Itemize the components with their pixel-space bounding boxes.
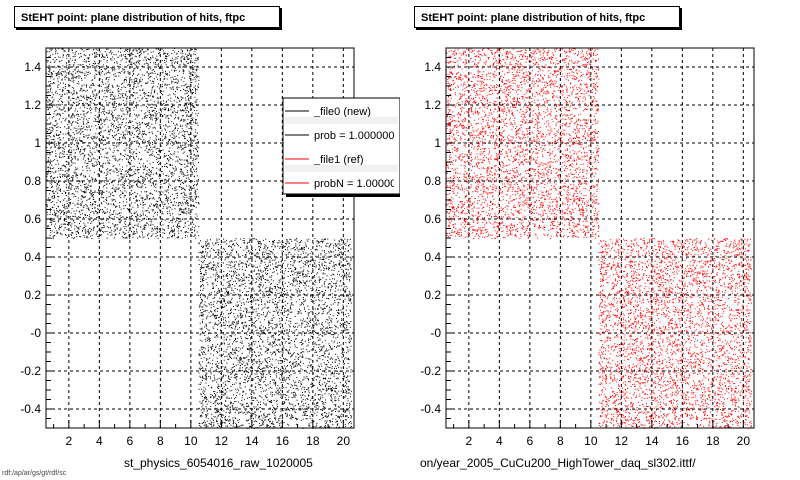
- y-tick-label: 1: [34, 136, 41, 150]
- y-axis: -0.4 -0.2 -0 0.2 0.4 0.6 0.8 1 1.2 1.4: [420, 57, 455, 429]
- y-tick-label: 1.2: [424, 98, 441, 112]
- legend-entry: probN = 1.000000: [314, 178, 400, 190]
- x-tick-label: 16: [676, 434, 690, 448]
- legend-entry: _file0 (new): [313, 106, 371, 118]
- x-tick-label: 20: [337, 434, 351, 448]
- y-tick-label: 1.4: [424, 60, 441, 74]
- x-tick-label: 10: [184, 434, 198, 448]
- y-tick-label: -0: [30, 326, 41, 340]
- y-tick-label: 0.8: [424, 174, 441, 188]
- x-tick-label: 2: [466, 434, 473, 448]
- x-axis: 2 4 6 8 10 12 14 16 18 20: [453, 420, 751, 448]
- x-axis: 2 4 6 8 10 12 14 16 18 20: [53, 420, 351, 448]
- scatter-points: [598, 238, 752, 429]
- y-tick-label: -0.2: [20, 364, 41, 378]
- legend-box: [282, 97, 400, 195]
- y-tick-label: 1: [434, 136, 441, 150]
- footer-note: rdf:/ap/ar/gs/gt/rdf/sc: [2, 470, 67, 477]
- right-panel: StEHT point: plane distribution of hits,…: [400, 0, 800, 480]
- x-tick-label: 2: [66, 434, 73, 448]
- scatter-points: [446, 48, 600, 239]
- x-tick-label: 18: [706, 434, 720, 448]
- x-tick-label: 14: [645, 434, 659, 448]
- y-tick-label: 1.4: [24, 60, 41, 74]
- data-points: [46, 48, 352, 429]
- x-tick-label: 8: [157, 434, 164, 448]
- x-tick-label: 6: [127, 434, 134, 448]
- left-panel: StEHT point: plane distribution of hits,…: [14, 6, 400, 470]
- hit-region-0: [446, 48, 600, 239]
- y-tick-label: 1.2: [24, 98, 41, 112]
- y-tick-label: -0.4: [420, 402, 441, 416]
- x-tick-label: 10: [584, 434, 598, 448]
- y-tick-label: -0.4: [20, 402, 41, 416]
- y-tick-label: 0.4: [424, 250, 441, 264]
- x-axis-label: st_physics_6054016_raw_1020005: [124, 456, 313, 470]
- legend-entry: prob = 1.000000: [314, 130, 394, 142]
- y-tick-label: 0.6: [24, 212, 41, 226]
- y-tick-label: -0: [430, 326, 441, 340]
- scatter-plot-right: 2 4 6 8 10 12 14 16 18 20 -0.4 -0.2 -0 0.2 0.4 0.6 0.8 1 1…: [420, 47, 755, 448]
- y-tick-label: 0.2: [24, 288, 41, 302]
- y-tick-label: 0.6: [424, 212, 441, 226]
- x-tick-label: 12: [215, 434, 229, 448]
- hit-region-1: [598, 238, 752, 429]
- x-tick-label: 4: [496, 434, 503, 448]
- x-tick-label: 18: [306, 434, 320, 448]
- x-tick-label: 6: [527, 434, 534, 448]
- x-axis-label: on/year_2005_CuCu200_HighTower_daq_sl302…: [420, 456, 696, 470]
- x-tick-label: 14: [245, 434, 259, 448]
- scatter-plot-left: 2 4 6 8 10 12 14 16 18 20 -0.4 -0.2 -0 0.2 0.4 0.6 0.8 1 1…: [20, 47, 400, 448]
- hit-region-0: [46, 48, 200, 239]
- chart-title: StEHT point: plane distribution of hits,…: [14, 6, 280, 28]
- x-tick-label: 12: [615, 434, 629, 448]
- legend-entry: _file1 (ref): [313, 154, 364, 166]
- y-axis: -0.4 -0.2 -0 0.2 0.4 0.6 0.8 1 1.2 1.4: [20, 57, 55, 429]
- y-tick-label: 0.2: [424, 288, 441, 302]
- scatter-points: [46, 48, 200, 239]
- y-tick-label: -0.2: [420, 364, 441, 378]
- y-tick-label: 0.4: [24, 250, 41, 264]
- legend: _file0 (new) prob = 1.000000 _file1 (ref) p…: [282, 97, 400, 197]
- x-tick-label: 20: [737, 434, 751, 448]
- x-tick-label: 16: [276, 434, 290, 448]
- data-points: [446, 48, 752, 429]
- chart-title: StEHT point: plane distribution of hits,…: [414, 6, 680, 28]
- x-tick-label: 4: [96, 434, 103, 448]
- y-tick-label: 0.8: [24, 174, 41, 188]
- x-tick-label: 8: [557, 434, 564, 448]
